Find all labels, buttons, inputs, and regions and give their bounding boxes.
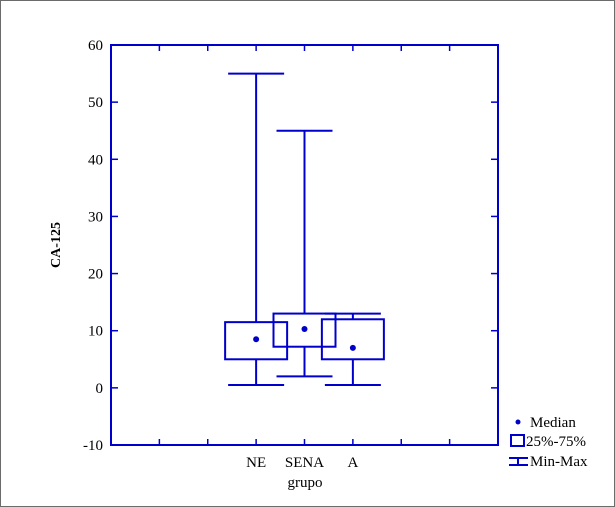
legend-whisker-marker	[509, 457, 528, 466]
y-tick-labels: -10 0 10 20 30 40 50 60	[83, 38, 103, 454]
y-tick-label: 0	[96, 381, 104, 397]
y-tick-label: 10	[88, 324, 103, 340]
iqr-box	[272, 312, 337, 348]
box-sena	[272, 129, 337, 378]
y-tick-label: 60	[88, 38, 103, 54]
iqr-box	[224, 321, 289, 361]
x-tick-labels: NE SENA A	[246, 455, 358, 471]
x-category-label: A	[347, 455, 358, 471]
median-dot	[253, 336, 260, 343]
median-dot	[349, 344, 356, 351]
x-category-label: NE	[246, 455, 266, 471]
legend-median-marker	[515, 419, 521, 425]
y-axis-title: CA-125	[49, 222, 64, 268]
median-dot	[301, 326, 308, 332]
legend-whisker-label: Min-Max	[530, 454, 588, 470]
axis-ticks	[111, 44, 498, 446]
box-ne	[224, 72, 289, 386]
x-category-label: SENA	[285, 455, 324, 471]
iqr-box	[320, 318, 385, 361]
x-axis-title: grupo	[288, 475, 323, 491]
y-tick-label: 20	[88, 267, 103, 283]
legend: Median 25%-75% Min-Max	[509, 415, 588, 470]
y-tick-label: -10	[83, 438, 103, 454]
legend-median-label: Median	[530, 415, 576, 431]
y-tick-label: 30	[88, 209, 103, 225]
legend-box-label: 25%-75%	[526, 434, 586, 450]
y-tick-label: 40	[88, 152, 103, 168]
box-a	[320, 312, 385, 386]
box-series	[224, 72, 385, 386]
y-tick-label: 50	[88, 95, 103, 111]
legend-box-marker	[510, 434, 525, 447]
